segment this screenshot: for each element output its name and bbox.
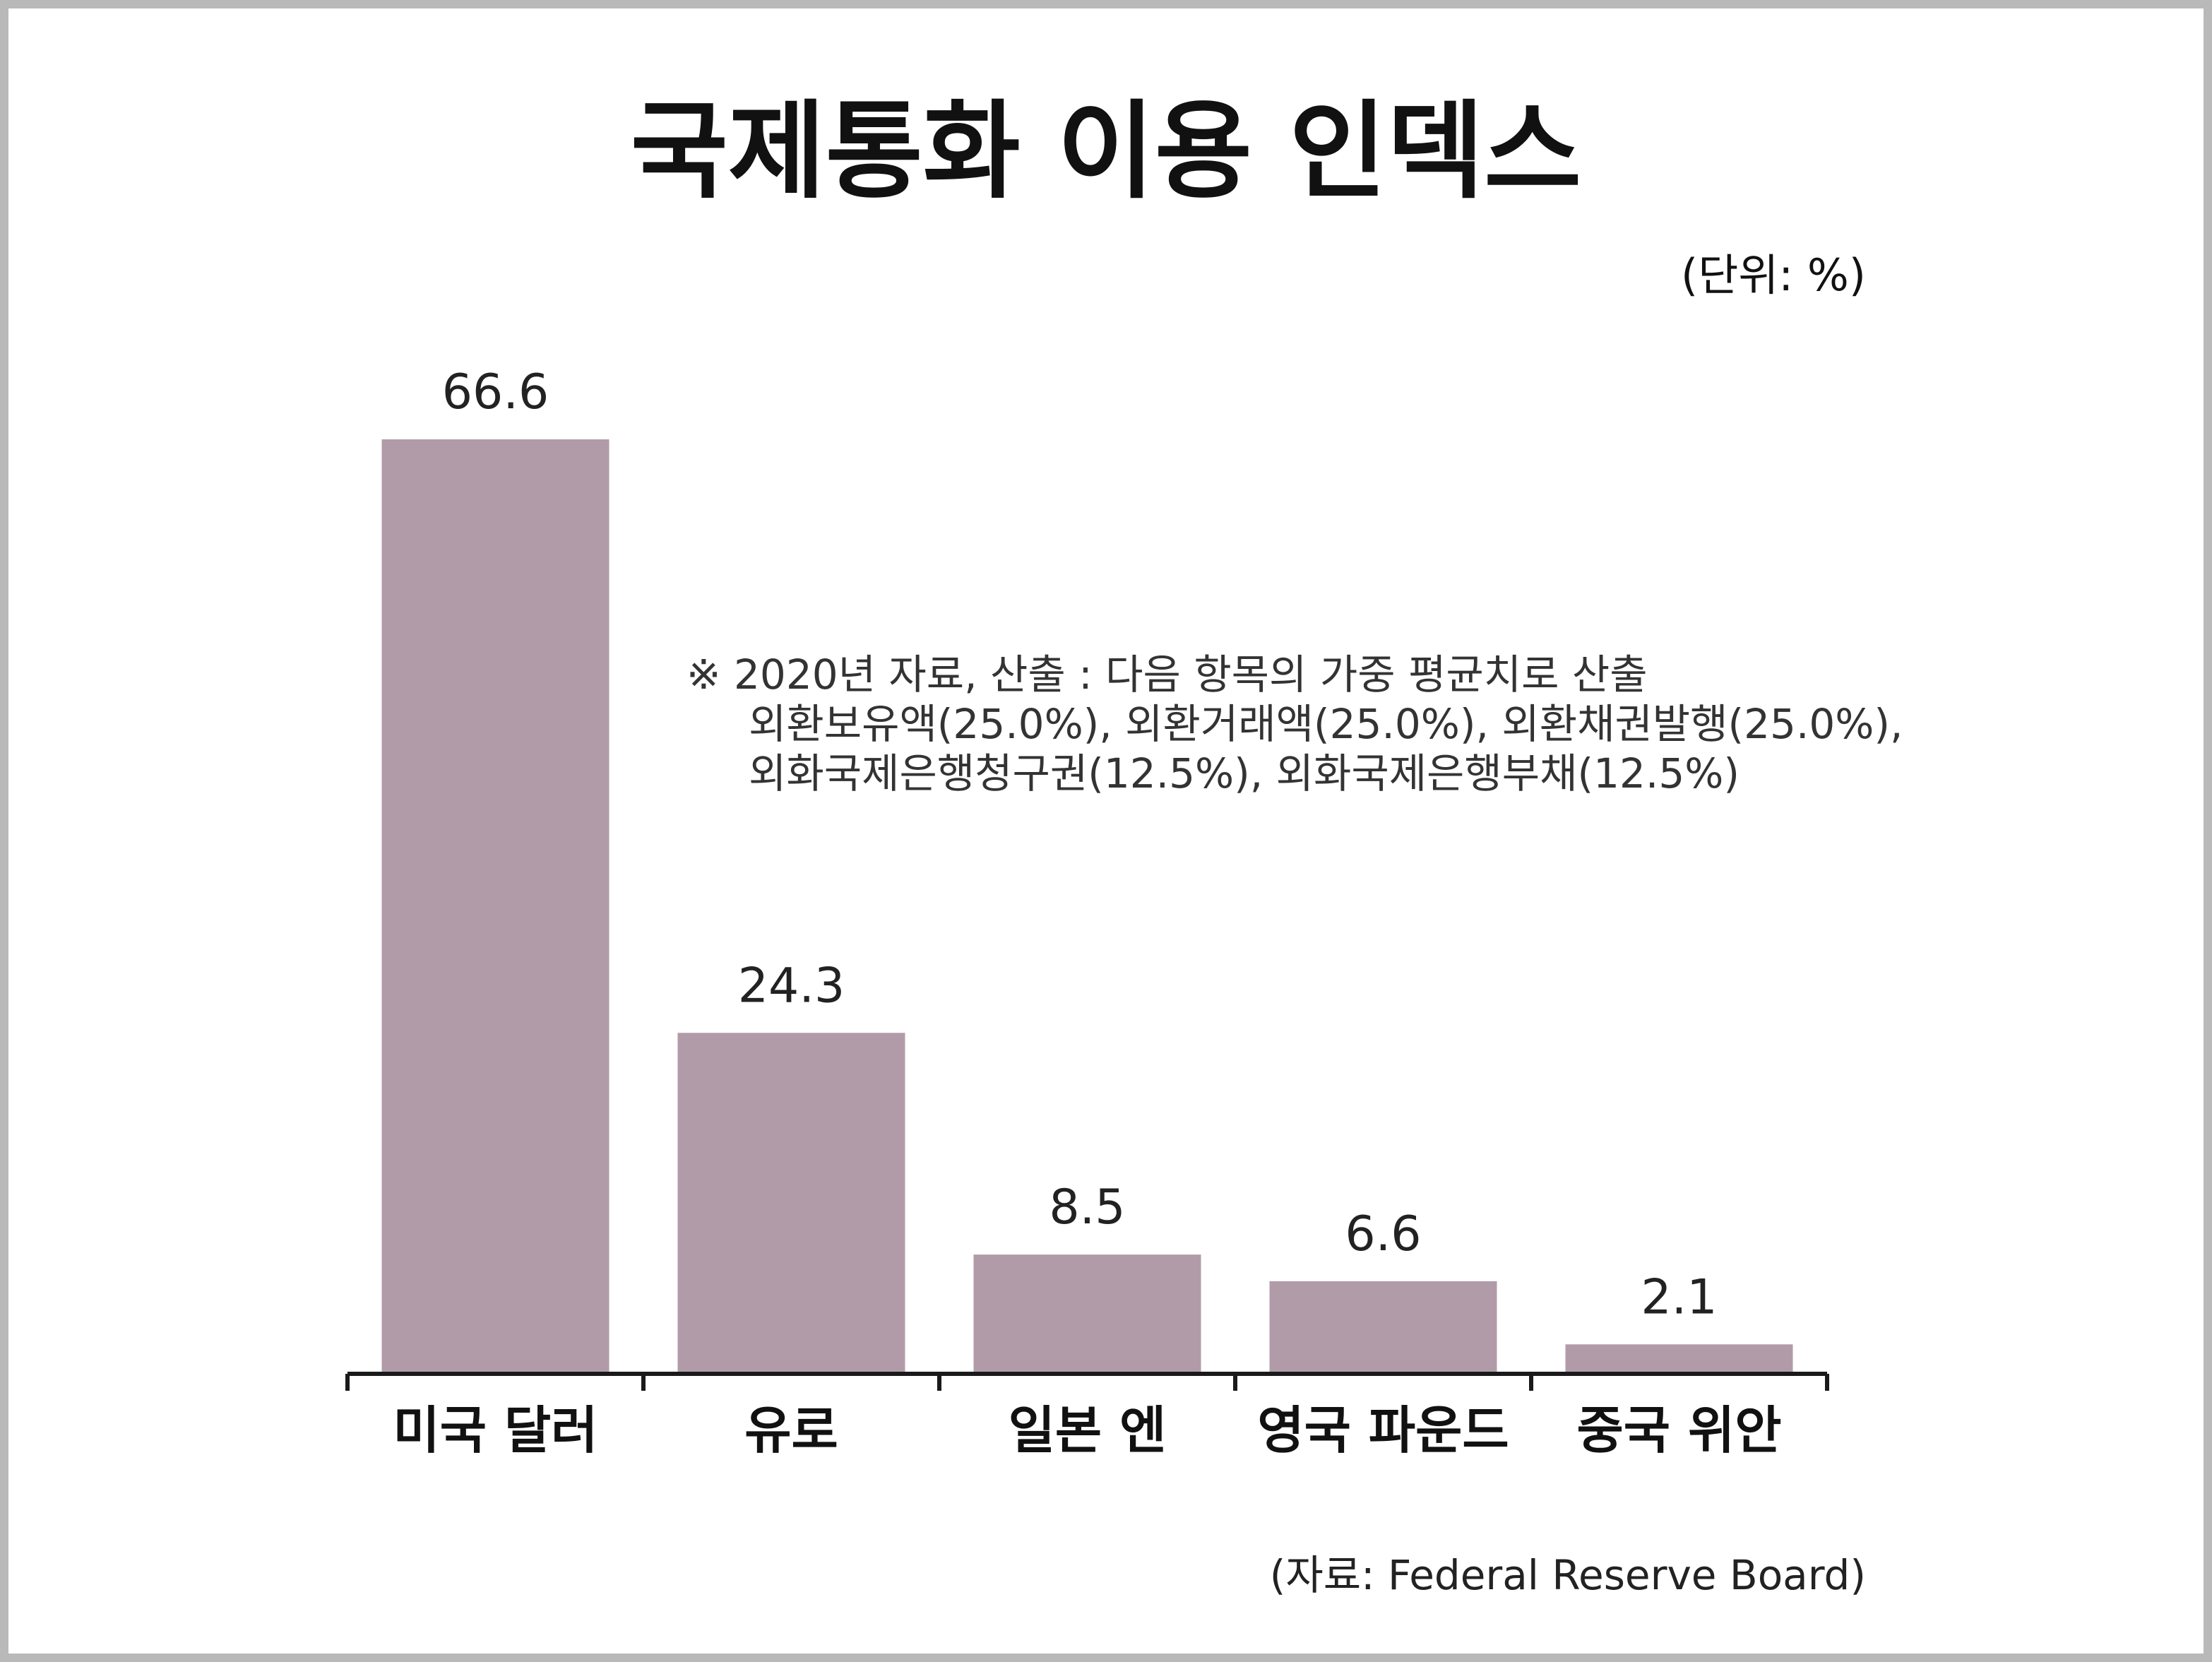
bar-4 — [1565, 1344, 1793, 1374]
chart-title: 국제통화 이용 인덱스 — [630, 90, 1582, 213]
category-label-4: 중국 위안 — [1576, 1401, 1781, 1460]
bar-1 — [677, 1033, 905, 1374]
note-line-3: 외화국제은행청구권(12.5%), 외화국제은행부채(12.5%) — [749, 749, 1740, 797]
value-label-1: 24.3 — [738, 958, 845, 1014]
unit-label: (단위: %) — [1681, 249, 1866, 301]
note-line-2: 외환보유액(25.0%), 외환거래액(25.0%), 외환채권발행(25.0%… — [749, 700, 1903, 748]
category-label-2: 일본 엔 — [1009, 1401, 1167, 1460]
chart-note: ※ 2020년 자료, 산출 : 다음 항목의 가중 평균치로 산출 외환보유액… — [686, 650, 1903, 798]
value-label-3: 6.6 — [1345, 1206, 1421, 1262]
note-line-1: ※ 2020년 자료, 산출 : 다음 항목의 가중 평균치로 산출 — [686, 651, 1648, 699]
value-label-2: 8.5 — [1049, 1180, 1125, 1235]
bar-0 — [381, 439, 610, 1374]
bar-2 — [973, 1254, 1201, 1374]
value-label-4: 2.1 — [1641, 1269, 1717, 1325]
bar-3 — [1269, 1281, 1497, 1374]
category-label-0: 미국 달러 — [393, 1401, 597, 1460]
value-label-0: 66.6 — [442, 364, 549, 420]
source-note: (자료: Federal Reserve Board) — [1269, 1551, 1866, 1599]
category-label-3: 영국 파운드 — [1257, 1401, 1509, 1460]
category-label-1: 유로 — [744, 1401, 838, 1460]
